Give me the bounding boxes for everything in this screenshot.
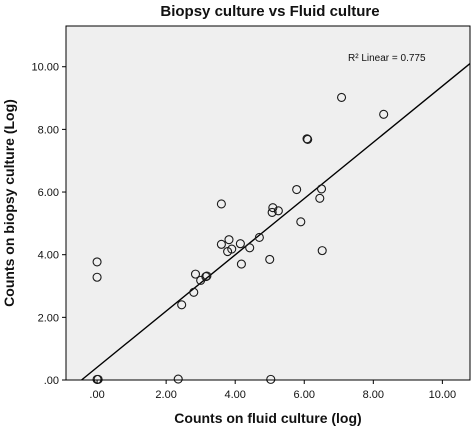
data-point (302, 134, 312, 144)
data-point (273, 206, 283, 216)
data-point (93, 374, 103, 384)
y-tick-label: 6.00 (38, 187, 59, 199)
data-point (268, 203, 278, 213)
y-tick-label: 10.00 (31, 62, 59, 74)
data-point (235, 239, 245, 249)
data-point (92, 257, 102, 267)
data-point (303, 134, 313, 144)
data-point (245, 243, 255, 253)
data-point (315, 193, 325, 203)
data-point (202, 271, 212, 281)
x-tick-label: 4.00 (224, 389, 245, 401)
x-axis-label: Counts on fluid culture (log) (174, 410, 361, 426)
data-point (379, 109, 389, 119)
x-tick-label: 6.00 (294, 389, 315, 401)
y-tick-label: .00 (44, 375, 59, 387)
data-point (292, 184, 302, 195)
data-point (227, 244, 237, 254)
y-tick-label: 2.00 (38, 312, 59, 324)
plot-area (65, 25, 471, 381)
y-axis-label: Counts on biopsy culture (Log) (1, 99, 17, 307)
y-tick-label: 4.00 (38, 250, 59, 262)
x-tick-label: .00 (89, 389, 104, 401)
data-point (316, 184, 327, 194)
data-point (266, 374, 276, 384)
y-axis-ticks: .00 2.00 4.00 6.00 8.00 10.00 (31, 62, 66, 387)
x-tick-label: 2.00 (155, 389, 176, 401)
data-point (224, 235, 234, 245)
data-point (254, 232, 264, 243)
data-point (92, 272, 102, 282)
data-point (317, 246, 327, 256)
x-tick-label: 10.00 (429, 389, 457, 401)
data-point (265, 254, 275, 264)
data-point (336, 92, 347, 102)
axes-layer (65, 26, 470, 381)
chart-title: Biopsy culture vs Fluid culture (160, 3, 379, 20)
fit-line (81, 63, 471, 381)
data-points-layer (92, 92, 389, 384)
data-point (190, 269, 201, 279)
fit-line-annotation: R² Linear = 0.775 (348, 53, 426, 64)
data-point (216, 199, 226, 209)
fit-line-layer (81, 63, 471, 381)
data-point (236, 259, 246, 269)
data-point (267, 207, 277, 217)
data-point (189, 287, 199, 297)
data-point (296, 217, 306, 227)
data-point (177, 300, 187, 310)
data-point (216, 239, 226, 249)
y-tick-label: 8.00 (38, 124, 59, 136)
x-axis-ticks: .00 2.00 4.00 6.00 8.00 10.00 (89, 380, 456, 401)
data-point (173, 374, 183, 384)
x-tick-label: 8.00 (363, 389, 384, 401)
